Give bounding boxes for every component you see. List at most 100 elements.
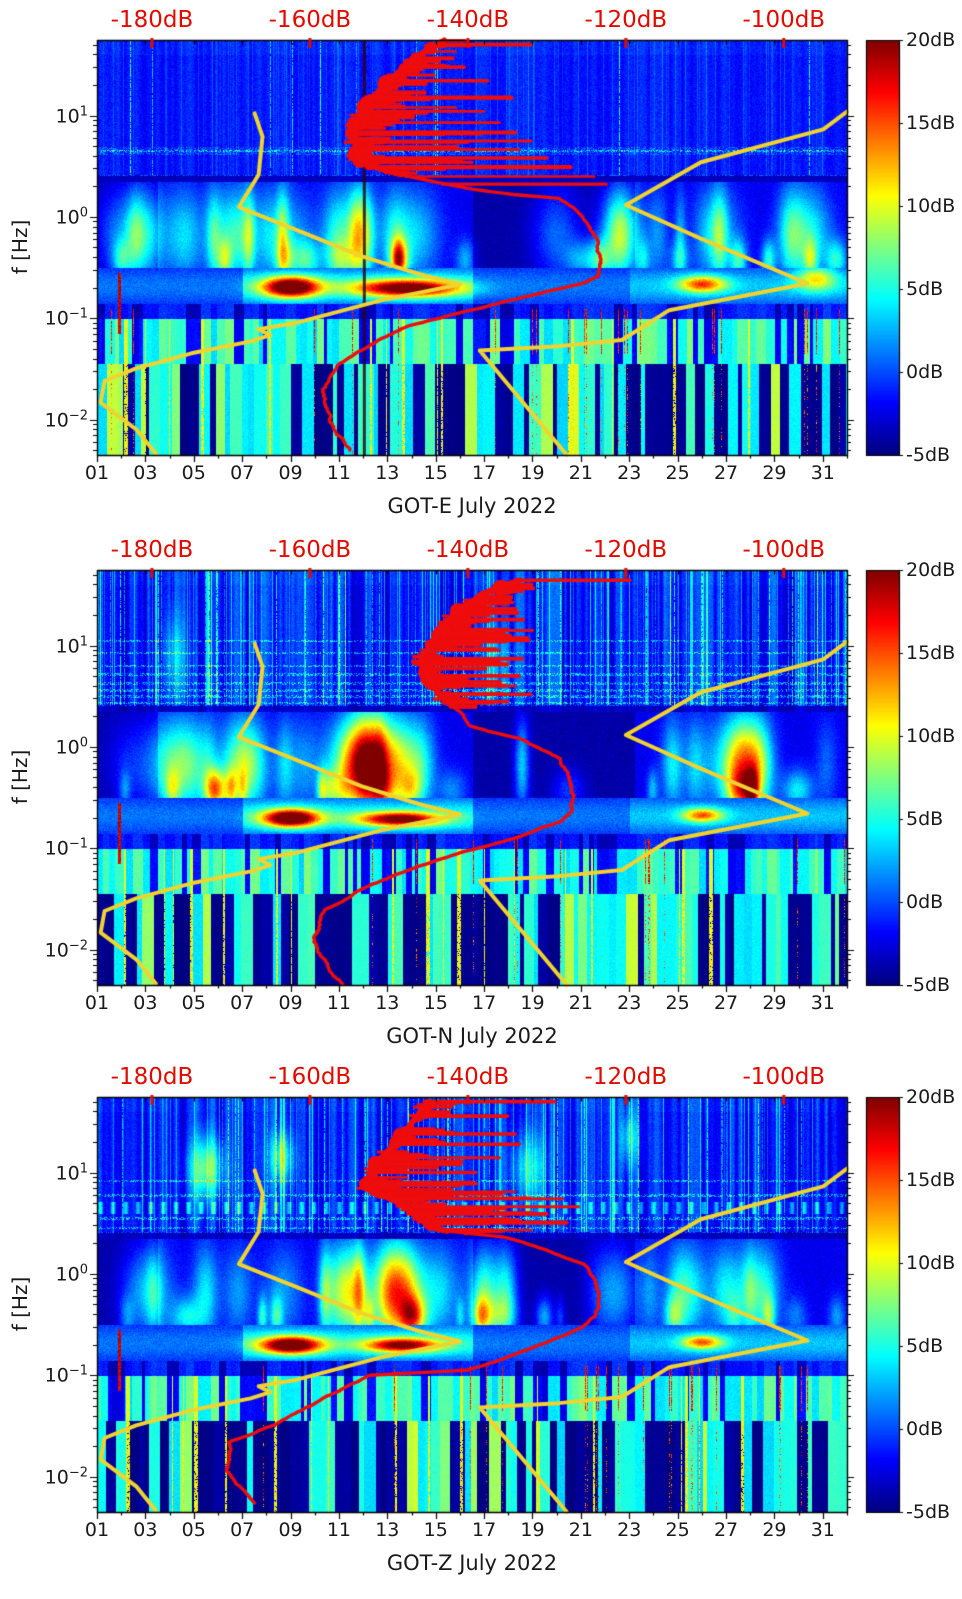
x-axis-title: GOT-Z July 2022 <box>386 1551 558 1575</box>
colorbar-tick-label: 15dB <box>906 112 956 134</box>
x-tick-label: 15 <box>423 1519 448 1541</box>
colorbar-tick-label: 5dB <box>906 808 944 830</box>
spectrogram-canvas-got-z <box>0 1057 962 1599</box>
top-db-label: -160dB <box>268 7 352 33</box>
colorbar-tick-label: -5dB <box>906 444 951 466</box>
x-tick-label: 31 <box>810 462 835 484</box>
colorbar-tick-label: 20dB <box>906 29 956 51</box>
x-tick-label: 27 <box>713 462 739 484</box>
y-tick-label: 100 <box>55 1262 88 1286</box>
x-tick-label: 15 <box>423 992 448 1014</box>
top-db-label: -180dB <box>110 1064 194 1090</box>
x-tick-label: 21 <box>568 462 593 484</box>
top-db-label: -140dB <box>426 7 510 33</box>
panel-got-z: f [Hz] 01 03 05 07 09 11 13 15 17 19 21 23 25 27 29 31 1… <box>0 1057 962 1599</box>
y-tick-label: 101 <box>55 103 88 128</box>
x-tick-label: 25 <box>665 1519 690 1541</box>
spectrogram-canvas-got-n <box>0 530 962 1057</box>
colorbar-tick-label: -5dB <box>906 974 951 996</box>
colorbar-tick-label: 0dB <box>906 361 944 383</box>
colorbar-tick-label: -5dB <box>906 1501 951 1523</box>
panel-got-n: f [Hz] 01 03 05 07 09 11 13 15 17 19 21 23 25 27 29 31 1… <box>0 530 962 1057</box>
x-tick-label: 07 <box>230 462 255 484</box>
y-tick-label: 10−2 <box>44 407 88 432</box>
y-tick-label: 10−2 <box>44 937 88 962</box>
top-db-label: -120dB <box>584 7 668 33</box>
x-tick-label: 17 <box>472 462 497 484</box>
colorbar-tick-label: 20dB <box>906 559 956 581</box>
panel-got-e: f [Hz] 01 03 05 07 09 11 13 15 17 19 21 23 25 27 29 31 1… <box>0 0 962 530</box>
x-tick-label: 13 <box>375 462 400 484</box>
top-db-label: -120dB <box>584 1064 668 1090</box>
y-tick-label: 101 <box>55 1160 88 1185</box>
x-tick-label: 11 <box>326 462 352 484</box>
y-tick-label: 10−2 <box>44 1464 88 1489</box>
x-tick-label: 23 <box>617 992 642 1014</box>
spectrogram-canvas-got-e <box>0 0 962 530</box>
x-tick-label: 13 <box>375 1519 400 1541</box>
x-tick-label: 19 <box>520 1519 545 1541</box>
x-tick-label: 13 <box>375 992 400 1014</box>
y-tick-label: 10−1 <box>44 306 88 330</box>
x-tick-label: 09 <box>278 992 303 1014</box>
y-tick-label: 10−1 <box>44 1363 88 1387</box>
x-tick-label: 07 <box>230 992 255 1014</box>
top-db-label: -100dB <box>742 7 826 33</box>
x-tick-label: 03 <box>133 1519 158 1541</box>
x-tick-label: 05 <box>181 1519 206 1541</box>
x-tick-label: 31 <box>810 1519 835 1541</box>
x-tick-label: 25 <box>665 462 690 484</box>
x-tick-label: 11 <box>326 1519 352 1541</box>
x-tick-label: 15 <box>423 462 448 484</box>
top-db-label: -120dB <box>584 537 668 563</box>
x-tick-label: 29 <box>762 462 787 484</box>
y-tick-label: 100 <box>55 205 88 229</box>
x-tick-label: 21 <box>568 992 593 1014</box>
top-db-label: -100dB <box>742 537 826 563</box>
y-tick-label: 10−1 <box>44 836 88 860</box>
x-tick-label: 09 <box>278 462 303 484</box>
colorbar-tick-label: 15dB <box>906 642 956 664</box>
colorbar-tick-label: 20dB <box>906 1086 956 1108</box>
x-tick-label: 29 <box>762 1519 787 1541</box>
x-tick-label: 21 <box>568 1519 593 1541</box>
x-tick-label: 09 <box>278 1519 303 1541</box>
y-tick-label: 101 <box>55 633 88 658</box>
x-tick-label: 01 <box>84 992 110 1014</box>
colorbar-tick-label: 0dB <box>906 891 944 913</box>
x-tick-label: 27 <box>713 1519 739 1541</box>
x-tick-label: 31 <box>810 992 835 1014</box>
colorbar-tick-label: 15dB <box>906 1169 956 1191</box>
x-tick-label: 07 <box>230 1519 255 1541</box>
x-tick-label: 03 <box>133 992 158 1014</box>
top-db-label: -180dB <box>110 537 194 563</box>
x-axis-title: GOT-E July 2022 <box>387 494 557 518</box>
y-tick-label: 100 <box>55 735 88 759</box>
colorbar-tick-label: 5dB <box>906 1335 944 1357</box>
x-tick-label: 03 <box>133 462 158 484</box>
top-db-label: -140dB <box>426 537 510 563</box>
top-db-label: -160dB <box>268 1064 352 1090</box>
x-tick-label: 17 <box>472 992 497 1014</box>
x-tick-label: 19 <box>520 992 545 1014</box>
x-tick-label: 27 <box>713 992 739 1014</box>
colorbar-tick-label: 10dB <box>906 1252 956 1274</box>
top-db-label: -140dB <box>426 1064 510 1090</box>
x-tick-label: 19 <box>520 462 545 484</box>
x-tick-label: 17 <box>472 1519 497 1541</box>
x-tick-label: 05 <box>181 462 206 484</box>
x-tick-label: 29 <box>762 992 787 1014</box>
x-tick-label: 23 <box>617 462 642 484</box>
top-db-label: -180dB <box>110 7 194 33</box>
colorbar-tick-label: 10dB <box>906 195 956 217</box>
colorbar-tick-label: 5dB <box>906 278 944 300</box>
x-tick-label: 23 <box>617 1519 642 1541</box>
x-tick-label: 05 <box>181 992 206 1014</box>
top-db-label: -100dB <box>742 1064 826 1090</box>
x-tick-label: 25 <box>665 992 690 1014</box>
x-tick-label: 01 <box>84 462 110 484</box>
x-tick-label: 11 <box>326 992 352 1014</box>
colorbar-tick-label: 10dB <box>906 725 956 747</box>
colorbar-tick-label: 0dB <box>906 1418 944 1440</box>
